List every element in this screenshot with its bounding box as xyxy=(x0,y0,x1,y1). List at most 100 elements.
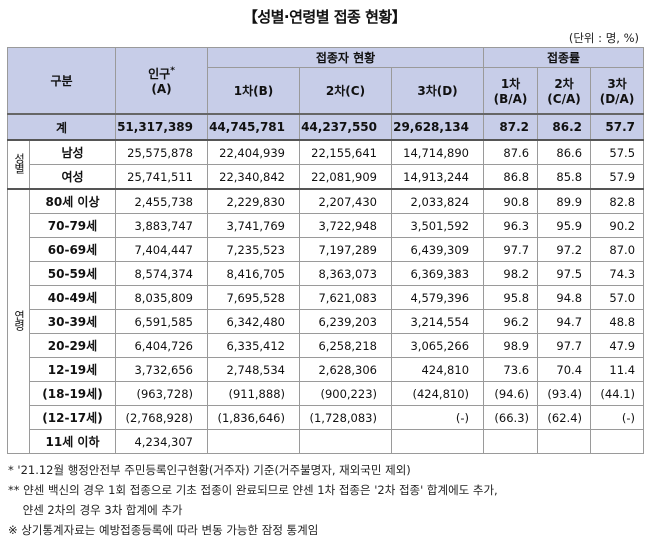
cell-rate3: 57.7 xyxy=(590,113,645,141)
header-population: 인구* (A) xyxy=(115,47,208,115)
cell-dose3: 14,913,244 xyxy=(390,164,485,190)
cell-rate2: 97.2 xyxy=(537,237,592,262)
cell-dose3 xyxy=(390,429,485,454)
table-row: 40-49세 8,035,809 7,695,528 7,621,083 4,579,3… xyxy=(8,285,645,310)
cell-dose1: 7,695,528 xyxy=(207,285,300,310)
cell-dose3: 29,628,134 xyxy=(390,113,485,141)
cell-rate3: 11.4 xyxy=(590,357,645,382)
cell-rate1: 98.2 xyxy=(483,261,539,286)
cell-rate3: 90.2 xyxy=(590,213,645,238)
header-vaccinated-group: 접종자 현황 xyxy=(206,47,485,68)
cell-dose1: 22,404,939 xyxy=(207,139,300,165)
table-title: 【성별·연령별 접종 현황】 xyxy=(242,8,407,26)
cell-population: 4,234,307 xyxy=(115,429,208,454)
cell-rate1: 98.9 xyxy=(483,333,539,358)
cell-dose1: (1,836,646) xyxy=(207,405,300,430)
group-gender: 성별 xyxy=(7,139,30,190)
row-label: 80세 이상 xyxy=(29,188,116,214)
cell-rate1: 73.6 xyxy=(483,357,539,382)
cell-population: 25,575,878 xyxy=(115,139,208,165)
cell-dose1: 2,748,534 xyxy=(207,357,300,382)
table-row: 70-79세 3,883,747 3,741,769 3,722,948 3,501,5… xyxy=(8,213,645,238)
cell-rate3: 47.9 xyxy=(590,333,645,358)
cell-dose3: 6,369,383 xyxy=(390,261,485,286)
cell-population: 3,732,656 xyxy=(115,357,208,382)
group-age: 연령 xyxy=(7,188,30,454)
cell-dose2 xyxy=(299,429,392,454)
cell-rate3: 48.8 xyxy=(590,309,645,334)
header-rate1: 1차 (B/A) xyxy=(483,67,539,115)
cell-rate1 xyxy=(483,429,539,454)
header-rate2-b: (C/A) xyxy=(547,92,581,106)
footnote: ※ 상기통계자료는 예방접종등록에 따라 변동 가능한 잠정 통계임 xyxy=(8,523,319,537)
group-age-label: 연령 xyxy=(12,310,26,330)
cell-rate1: 95.8 xyxy=(483,285,539,310)
cell-population: 8,035,809 xyxy=(115,285,208,310)
cell-rate1: 96.2 xyxy=(483,309,539,334)
table-row: (18-19세) (963,728) (911,888) (900,223) (424,… xyxy=(8,381,645,406)
cell-rate1: 96.3 xyxy=(483,213,539,238)
cell-rate1: (66.3) xyxy=(483,405,539,430)
cell-dose1: 6,335,412 xyxy=(207,333,300,358)
table-row: 12-19세 3,732,656 2,748,534 2,628,306 424,810… xyxy=(8,357,645,382)
cell-dose2: 8,363,073 xyxy=(299,261,392,286)
row-label: 남성 xyxy=(29,139,116,165)
cell-rate2: 95.9 xyxy=(537,213,592,238)
cell-rate2: (93.4) xyxy=(537,381,592,406)
cell-rate3: 82.8 xyxy=(590,188,645,214)
row-label: 40-49세 xyxy=(29,285,116,310)
cell-rate1: 90.8 xyxy=(483,188,539,214)
cell-dose3: 3,214,554 xyxy=(390,309,485,334)
header-dose1: 1차(B) xyxy=(207,67,300,115)
table-row: 여성 25,741,511 22,340,842 22,081,909 14,9… xyxy=(8,164,645,190)
cell-population: 2,455,738 xyxy=(115,188,208,214)
cell-dose1: 2,229,830 xyxy=(207,188,300,214)
footnote: * '21.12월 행정안전부 주민등록인구현황(거주자) 기준(거주불명자, … xyxy=(8,463,411,477)
cell-dose2: 2,628,306 xyxy=(299,357,392,382)
cell-population: 3,883,747 xyxy=(115,213,208,238)
cell-dose3: 2,033,824 xyxy=(390,188,485,214)
header-rate3-a: 3차 xyxy=(607,77,627,91)
row-label: 계 xyxy=(7,113,116,141)
cell-dose2: 7,197,289 xyxy=(299,237,392,262)
row-label: 60-69세 xyxy=(29,237,116,262)
cell-dose2: 2,207,430 xyxy=(299,188,392,214)
cell-dose3: 6,439,309 xyxy=(390,237,485,262)
cell-rate2: 89.9 xyxy=(537,188,592,214)
cell-rate2: 94.7 xyxy=(537,309,592,334)
cell-population: 6,591,585 xyxy=(115,309,208,334)
group-gender-label: 성별 xyxy=(12,153,26,173)
cell-population: 51,317,389 xyxy=(115,113,208,141)
cell-rate1: 86.8 xyxy=(483,164,539,190)
row-label: 70-79세 xyxy=(29,213,116,238)
header-category: 구분 xyxy=(7,47,116,115)
cell-rate3: 57.0 xyxy=(590,285,645,310)
cell-rate1: 87.2 xyxy=(483,113,539,141)
row-label: 20-29세 xyxy=(29,333,116,358)
header-population-mark: * xyxy=(170,66,175,76)
cell-rate3: 87.0 xyxy=(590,237,645,262)
table-row: 50-59세 8,574,374 8,416,705 8,363,073 6,369,3… xyxy=(8,261,645,286)
header-rate3: 3차 (D/A) xyxy=(590,67,645,115)
row-label: 여성 xyxy=(29,164,116,190)
cell-dose1: 7,235,523 xyxy=(207,237,300,262)
cell-rate1: 97.7 xyxy=(483,237,539,262)
row-label: 50-59세 xyxy=(29,261,116,286)
table-row: 11세 이하 4,234,307 xyxy=(8,429,645,454)
cell-dose3: 14,714,890 xyxy=(390,139,485,165)
cell-dose3: 3,501,592 xyxy=(390,213,485,238)
table-row: 30-39세 6,591,585 6,342,480 6,239,203 3,214,5… xyxy=(8,309,645,334)
header-rate3-b: (D/A) xyxy=(599,92,635,106)
header-population-label: 인구 xyxy=(148,67,171,81)
row-label: 12-19세 xyxy=(29,357,116,382)
cell-rate3: 74.3 xyxy=(590,261,645,286)
header-dose2: 2차(C) xyxy=(299,67,392,115)
cell-dose1: 3,741,769 xyxy=(207,213,300,238)
cell-population: (963,728) xyxy=(115,381,208,406)
cell-dose1 xyxy=(207,429,300,454)
cell-dose1: 22,340,842 xyxy=(207,164,300,190)
cell-dose2: 7,621,083 xyxy=(299,285,392,310)
total-row: 계 51,317,389 44,745,781 44,237,550 29,62… xyxy=(7,113,645,141)
row-label: (18-19세) xyxy=(29,381,116,406)
cell-rate2: 70.4 xyxy=(537,357,592,382)
